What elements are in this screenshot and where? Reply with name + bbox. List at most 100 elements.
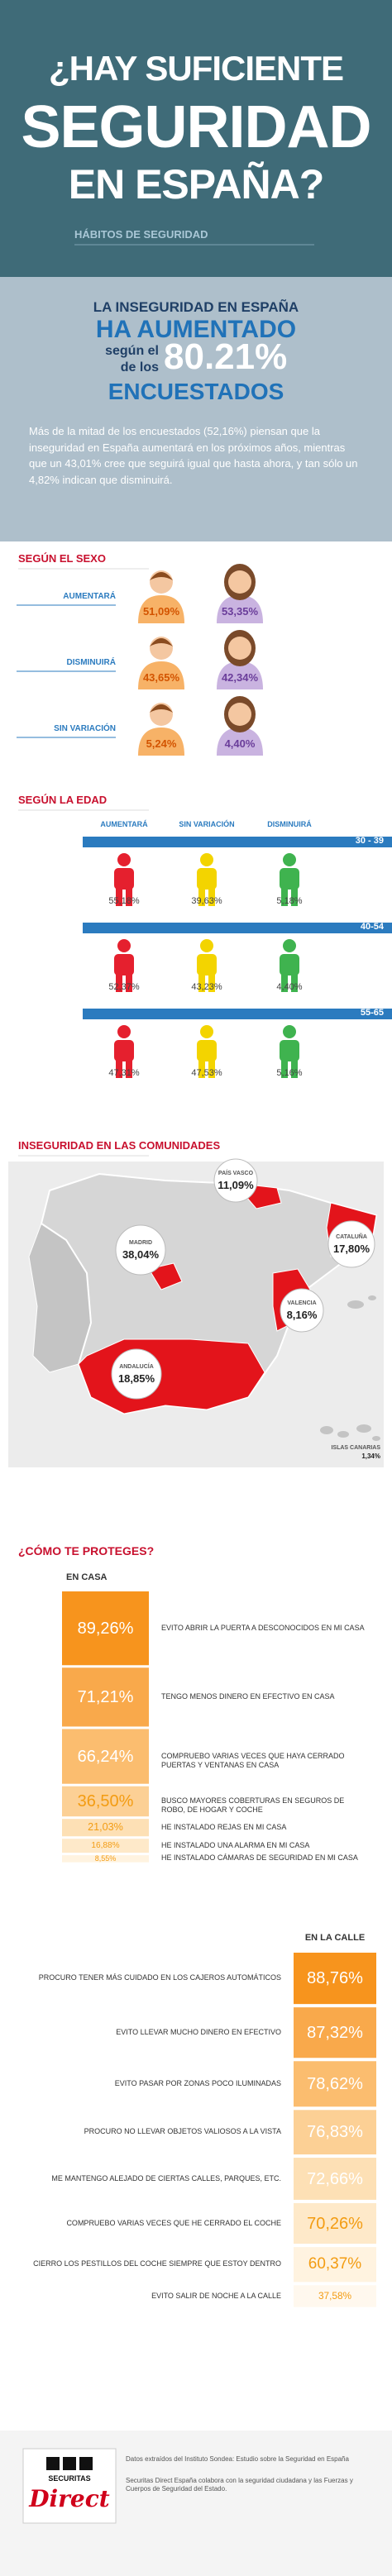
street-value: 72,66% <box>307 2169 363 2188</box>
street-value: 60,37% <box>308 2254 362 2273</box>
figure-head <box>200 853 213 866</box>
intro-line: LA INSEGURIDAD EN ESPAÑA <box>93 299 299 315</box>
person-hair <box>150 704 173 713</box>
figure-leg <box>126 974 132 992</box>
home-item: HE INSTALADO CÁMARAS DE SEGURIDAD EN MI … <box>161 1853 358 1863</box>
title-line: SEGURIDAD <box>21 94 371 160</box>
sex-value: 4,40% <box>224 737 256 750</box>
home-item: EVITO ABRIR LA PUERTA A DESCONOCIDOS EN … <box>161 1623 365 1632</box>
home-value: 66,24% <box>77 1747 134 1766</box>
age-value: 5,18% <box>276 896 303 906</box>
figure-leg <box>116 888 122 906</box>
header-bg <box>0 0 392 277</box>
person-body <box>217 595 263 623</box>
figure-body <box>197 1040 217 1061</box>
figure-head <box>283 939 296 952</box>
home-item: TENGO MENOS DINERO EN EFECTIVO EN CASA <box>161 1691 335 1701</box>
sex-value: 42,34% <box>221 671 259 684</box>
footer-text: Securitas Direct España colabora con la … <box>126 2477 353 2493</box>
person-head <box>228 570 251 594</box>
map-region <box>148 1262 183 1290</box>
sex-value: 43,65% <box>142 671 180 684</box>
sex-row-label: SIN VARIACIÓN <box>54 724 116 733</box>
region-value: 17,80% <box>332 1243 370 1255</box>
street-bar <box>294 2158 376 2200</box>
age-value: 43,23% <box>191 982 222 992</box>
street-item: EVITO SALIR DE NOCHE A LA CALLE <box>151 2291 281 2300</box>
person-hair <box>150 572 173 580</box>
street-value: 87,32% <box>307 2023 363 2042</box>
section-title: ¿CÓMO TE PROTEGES? <box>18 1544 155 1558</box>
figure-leg <box>281 1060 288 1078</box>
intro-line: de los <box>120 360 159 374</box>
map-island <box>356 1424 371 1433</box>
region-value: 11,09% <box>218 1179 254 1191</box>
logo: Direct <box>29 2485 110 2512</box>
street-value: 88,76% <box>307 1969 363 1988</box>
figure-leg <box>116 974 122 992</box>
street-bar <box>294 2007 376 2058</box>
person-hair <box>150 638 173 646</box>
figure-body <box>280 868 299 890</box>
age-value: 52,37% <box>108 982 140 992</box>
intro-stat: 80.21% <box>164 336 288 377</box>
map-island <box>320 1426 333 1434</box>
region-name: ISLAS CANARIAS <box>331 1445 380 1451</box>
title-line: ¿HAY SUFICIENTE <box>48 49 344 88</box>
figure-leg <box>291 1060 298 1078</box>
home-bar <box>62 1667 149 1727</box>
street-bar <box>294 2285 376 2307</box>
intro-paragraph: Más de la mitad de los encuestados (52,1… <box>29 425 358 486</box>
figure-leg <box>281 888 288 906</box>
person-body <box>138 727 184 756</box>
home-value: 21,03% <box>88 1821 123 1834</box>
map-island <box>337 1431 349 1438</box>
subtitle: HÁBITOS DE SEGURIDAD <box>74 228 208 241</box>
age-value: 47,31% <box>108 1068 140 1078</box>
subsection-title: EN LA CALLE <box>304 1933 366 1943</box>
subsection-title: EN CASA <box>66 1572 108 1582</box>
home-bar <box>62 1591 149 1666</box>
age-column-header: SIN VARIACIÓN <box>179 820 235 828</box>
figure-leg <box>126 888 132 906</box>
age-value: 47,53% <box>191 1068 222 1078</box>
sex-value: 5,24% <box>146 737 177 750</box>
street-bar <box>294 2110 376 2155</box>
person-body <box>138 661 184 689</box>
age-band <box>83 1009 392 1019</box>
region-name: VALENCIA <box>287 1300 317 1306</box>
home-item: HE INSTALADO REJAS EN MI CASA <box>161 1822 287 1831</box>
street-bar <box>294 1953 376 2005</box>
figure-head <box>117 853 131 866</box>
home-bar <box>62 1786 149 1817</box>
region-name: ANDALUCÍA <box>119 1364 154 1370</box>
age-value: 39,63% <box>191 896 222 906</box>
logo-text: SECURITAS <box>48 2474 91 2483</box>
figure-body <box>197 868 217 890</box>
street-bar <box>294 2247 376 2283</box>
age-group-label: 30 - 39 <box>355 836 384 846</box>
street-bar <box>294 2061 376 2107</box>
home-item: HE INSTALADO UNA ALARMA EN MI CASA <box>161 1840 310 1849</box>
street-item: PROCURO TENER MÁS CUIDADO EN LOS CAJEROS… <box>38 1973 281 1982</box>
age-band <box>83 837 392 847</box>
intro-headline: ENCUESTADOS <box>108 379 284 404</box>
home-bar <box>62 1839 149 1853</box>
region-name: PAÍS VASCO <box>218 1171 254 1176</box>
figure-body <box>114 954 134 976</box>
figure-head <box>117 939 131 952</box>
figure-leg <box>281 974 288 992</box>
home-item: BUSCO MAYORES COBERTURAS EN SEGUROS DE R… <box>161 1796 345 1815</box>
footer-text: Datos extraídos del Instituto Sondea: Es… <box>126 2455 349 2463</box>
intro-bg <box>0 277 392 541</box>
street-item: COMPRUEBO VARIAS VECES QUE HE CERRADO EL… <box>66 2218 281 2227</box>
intro-headline: HA AUMENTADO <box>95 316 297 343</box>
home-bar <box>62 1729 149 1784</box>
person-head <box>228 703 251 726</box>
figure-leg <box>198 888 205 906</box>
map-bubble <box>115 1224 166 1276</box>
region-value: 18,85% <box>117 1372 155 1385</box>
person-head <box>228 637 251 660</box>
age-group-label: 55-65 <box>360 1008 384 1018</box>
